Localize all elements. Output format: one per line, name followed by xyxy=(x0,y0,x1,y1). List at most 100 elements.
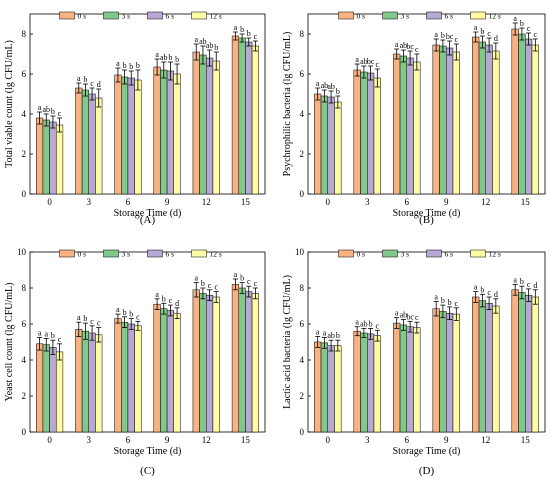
plot-frame xyxy=(307,13,546,195)
x-tick-label: 0 xyxy=(47,435,52,445)
y-tick-label: 2 xyxy=(300,391,305,401)
bar-0s-day-6 xyxy=(114,74,122,195)
legend-swatch-3s xyxy=(103,11,119,20)
significance-letter: bc xyxy=(406,42,414,51)
significance-letter: b xyxy=(51,107,55,116)
bar-0s-day-9 xyxy=(432,44,440,195)
y-tick-label: 8 xyxy=(22,29,27,39)
significance-letter: a xyxy=(434,293,438,302)
bar-12s-day-15 xyxy=(251,293,259,433)
significance-letter: a xyxy=(116,59,120,68)
x-tick-label: 12 xyxy=(481,435,490,445)
significance-letter: b xyxy=(136,61,140,70)
x-tick-label: 3 xyxy=(365,435,370,445)
legend-label-6s: 6 s xyxy=(445,250,454,259)
plot-frame xyxy=(29,251,266,433)
bar-12s-day-12 xyxy=(492,305,500,433)
bar-3s-day-0 xyxy=(42,344,50,433)
significance-letter: a xyxy=(395,40,399,49)
y-tick-label: 4 xyxy=(22,355,27,365)
significance-letter: ab xyxy=(400,41,408,50)
plot-frame xyxy=(307,251,546,433)
legend-label-12s: 12 s xyxy=(489,12,501,21)
legend-swatch-12s xyxy=(470,249,486,258)
significance-letter: c xyxy=(487,29,491,38)
legend-swatch-3s xyxy=(382,249,398,258)
bar-0s-day-15 xyxy=(511,289,519,433)
bar-6s-day-9 xyxy=(166,310,174,433)
significance-letter: c xyxy=(169,296,173,305)
significance-letter: c xyxy=(455,35,459,44)
bar-6s-day-12 xyxy=(485,44,493,195)
y-tick-label: 0 xyxy=(22,189,27,199)
significance-letter: b xyxy=(214,43,218,52)
bar-12s-day-6 xyxy=(413,61,421,195)
bar-12s-day-9 xyxy=(452,313,460,433)
significance-letter: b xyxy=(369,320,373,329)
bar-0s-day-12 xyxy=(472,296,480,433)
significance-letter: c xyxy=(376,60,380,69)
significance-letter: a xyxy=(155,290,159,299)
bar-6s-day-6 xyxy=(127,323,135,433)
significance-letter: c xyxy=(376,321,380,330)
x-tick-label: 6 xyxy=(405,435,410,445)
x-tick-label: 9 xyxy=(444,197,449,207)
significance-letter: a xyxy=(323,329,327,338)
y-tick-label: 8 xyxy=(22,283,27,293)
legend-label-3s: 3 s xyxy=(401,12,410,21)
legend-label-12s: 12 s xyxy=(210,12,222,21)
significance-letter: b xyxy=(520,19,524,28)
significance-letter: ab xyxy=(327,331,335,340)
significance-letter: c xyxy=(247,277,251,286)
significance-letter: bc xyxy=(446,32,454,41)
x-tick-label: 12 xyxy=(202,197,211,207)
significance-letter: bc xyxy=(367,57,375,66)
significance-letter: a xyxy=(474,283,478,292)
bar-6s-day-0 xyxy=(327,345,335,433)
y-axis-title: Psychrophilic bacteria (lg CFU/mL) xyxy=(282,32,293,177)
bar-6s-day-12 xyxy=(206,294,214,433)
bar-6s-day-6 xyxy=(127,77,135,195)
x-tick-label: 0 xyxy=(326,435,331,445)
significance-letter: d xyxy=(494,290,498,299)
panel-label: (C) xyxy=(140,465,155,477)
bar-3s-day-0 xyxy=(320,95,329,195)
y-axis-title: Total viable count (lg CFU/mL) xyxy=(4,40,15,168)
significance-letter: c xyxy=(90,79,94,88)
significance-letter: c xyxy=(208,281,212,290)
bar-12s-day-6 xyxy=(134,325,142,433)
x-tick-label: 6 xyxy=(126,435,131,445)
x-tick-label: 9 xyxy=(165,197,170,207)
bar-12s-day-0 xyxy=(334,101,342,195)
significance-letter: bc xyxy=(406,312,414,321)
significance-letter: b xyxy=(168,53,172,62)
y-tick-label: 4 xyxy=(300,355,305,365)
bar-3s-day-9 xyxy=(160,308,168,433)
bar-3s-day-3 xyxy=(360,332,368,433)
significance-letter: c xyxy=(136,312,140,321)
bar-3s-day-0 xyxy=(42,119,50,195)
bar-3s-day-12 xyxy=(478,41,487,195)
y-tick-label: 0 xyxy=(300,189,305,199)
bar-0s-day-6 xyxy=(393,322,401,433)
significance-letter: a xyxy=(355,55,359,64)
y-tick-label: 10 xyxy=(17,247,27,257)
x-tick-label: 15 xyxy=(241,197,251,207)
bar-6s-day-3 xyxy=(88,93,96,195)
x-tick-label: 15 xyxy=(521,197,531,207)
significance-letter: b xyxy=(441,31,445,40)
significance-letter: b xyxy=(162,294,166,303)
bar-12s-day-0 xyxy=(55,124,64,195)
y-tick-label: 2 xyxy=(22,391,27,401)
bar-0s-day-12 xyxy=(192,289,200,433)
x-axis-title: Storage Time (d) xyxy=(114,446,182,457)
significance-letter: b xyxy=(520,277,524,286)
significance-letter: b xyxy=(247,29,251,38)
x-tick-label: 3 xyxy=(87,197,92,207)
bar-3s-day-15 xyxy=(518,33,526,195)
significance-letter: ab xyxy=(42,105,50,114)
bar-0s-day-0 xyxy=(314,93,322,195)
